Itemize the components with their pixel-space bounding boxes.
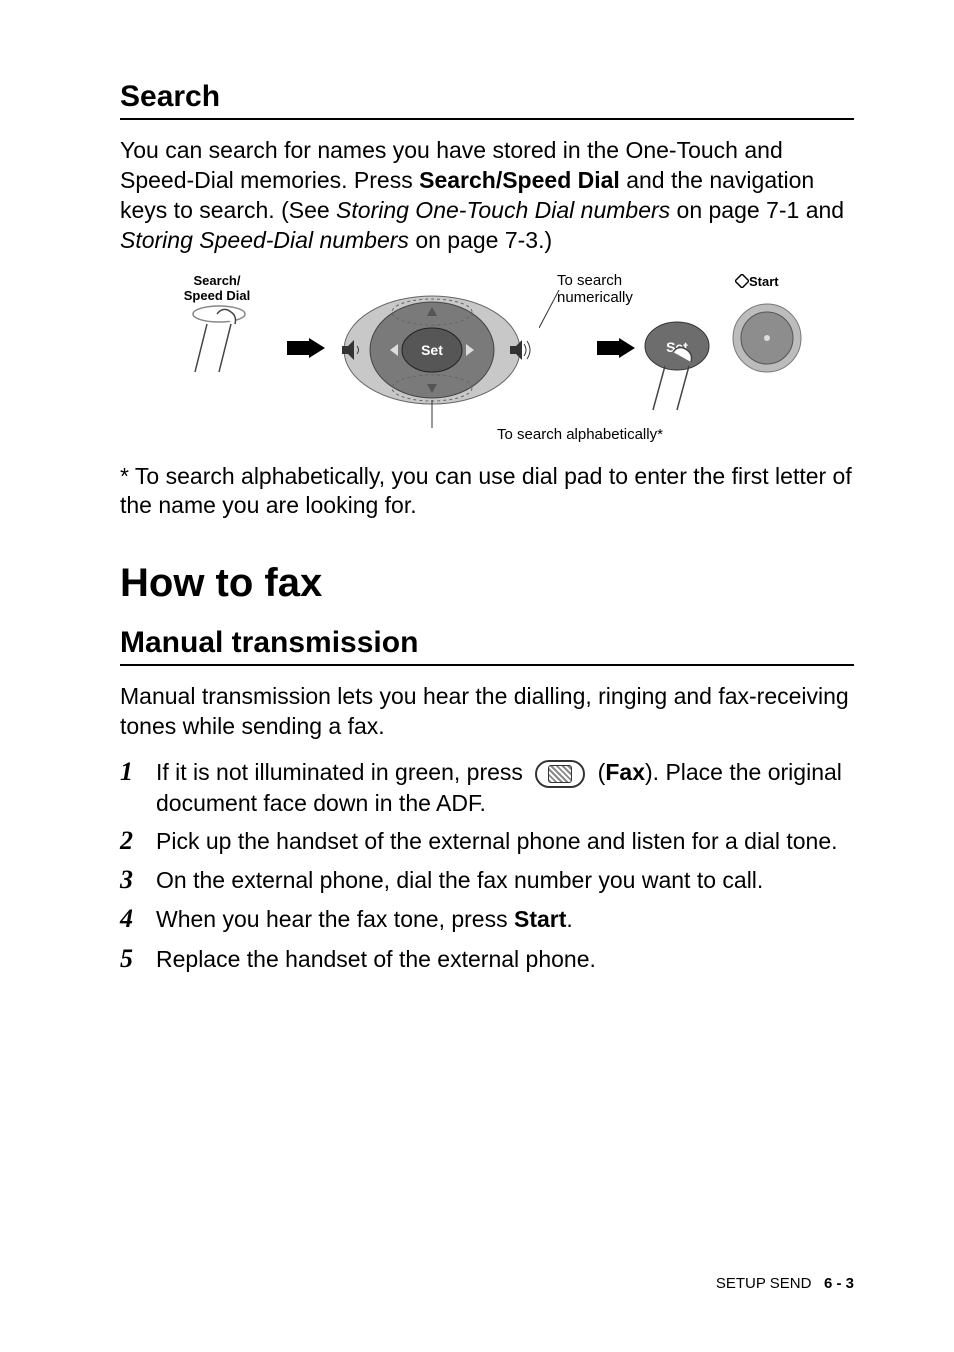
ref2-tail: on page 7-3.)	[409, 227, 552, 253]
search-footnote: * To search alphabetically, you can use …	[120, 462, 854, 522]
how-to-fax-heading: How to fax	[120, 561, 854, 606]
ref-speed-dial: Storing Speed-Dial numbers	[120, 227, 409, 253]
start-label: Start	[735, 274, 779, 290]
set-button-text-1: Set	[421, 342, 443, 358]
step-1-text: If it is not illuminated in green, press…	[156, 757, 854, 819]
step-4: 4 When you hear the fax tone, press Star…	[120, 901, 854, 936]
start-button-icon	[727, 298, 807, 378]
step-5-text: Replace the handset of the external phon…	[156, 944, 596, 975]
step-1: 1 If it is not illuminated in green, pre…	[120, 754, 854, 819]
ref-one-touch: Storing One-Touch Dial numbers	[336, 197, 670, 223]
diamond-start-icon	[735, 274, 749, 288]
search-label-l2: Speed Dial	[184, 288, 250, 303]
fax-icon	[535, 760, 585, 788]
step-num-4: 4	[120, 901, 142, 936]
nav-set-cluster: Set	[332, 278, 532, 428]
step-4-pre: When you hear the fax tone, press	[156, 906, 514, 932]
footer-page: 6 - 3	[824, 1275, 854, 1292]
search-heading: Search	[120, 80, 854, 120]
step-4-bold: Start	[514, 906, 566, 932]
step-5: 5 Replace the handset of the external ph…	[120, 941, 854, 976]
alphabetically-label: To search alphabetically*	[497, 426, 663, 443]
search-speed-dial-label: Search/ Speed Dial	[177, 274, 257, 304]
search-speed-dial-bold: Search/Speed Dial	[419, 167, 620, 193]
step-1-post: (	[591, 759, 605, 785]
page-footer: SETUP SEND 6 - 3	[716, 1275, 854, 1292]
step-2-text: Pick up the handset of the external phon…	[156, 826, 838, 857]
line-to-numerically	[539, 290, 569, 350]
set-press-cluster: Set	[637, 312, 717, 412]
num-l1: To search	[557, 272, 622, 289]
arrow-right-2	[597, 338, 637, 358]
footer-section: SETUP SEND	[716, 1275, 812, 1292]
step-num-5: 5	[120, 941, 142, 976]
start-text: Start	[749, 274, 779, 289]
step-num-1: 1	[120, 754, 142, 789]
search-paragraph: You can search for names you have stored…	[120, 136, 854, 256]
step-4-tail: .	[566, 906, 572, 932]
ref1-tail: on page 7-1 and	[670, 197, 844, 223]
step-num-3: 3	[120, 862, 142, 897]
arrow-right-1	[287, 338, 327, 358]
finger-press-icon	[187, 304, 257, 384]
manual-intro: Manual transmission lets you hear the di…	[120, 682, 854, 742]
steps-list: 1 If it is not illuminated in green, pre…	[120, 754, 854, 975]
step-1-bold: Fax	[605, 759, 645, 785]
step-3-text: On the external phone, dial the fax numb…	[156, 865, 763, 896]
search-label-l1: Search/	[194, 273, 241, 288]
step-4-text: When you hear the fax tone, press Start.	[156, 904, 573, 935]
step-2: 2 Pick up the handset of the external ph…	[120, 823, 854, 858]
search-diagram: Search/ Speed Dial Set To search numeric	[137, 268, 837, 458]
step-3: 3 On the external phone, dial the fax nu…	[120, 862, 854, 897]
manual-transmission-heading: Manual transmission	[120, 626, 854, 666]
step-num-2: 2	[120, 823, 142, 858]
step-1-pre: If it is not illuminated in green, press	[156, 759, 529, 785]
